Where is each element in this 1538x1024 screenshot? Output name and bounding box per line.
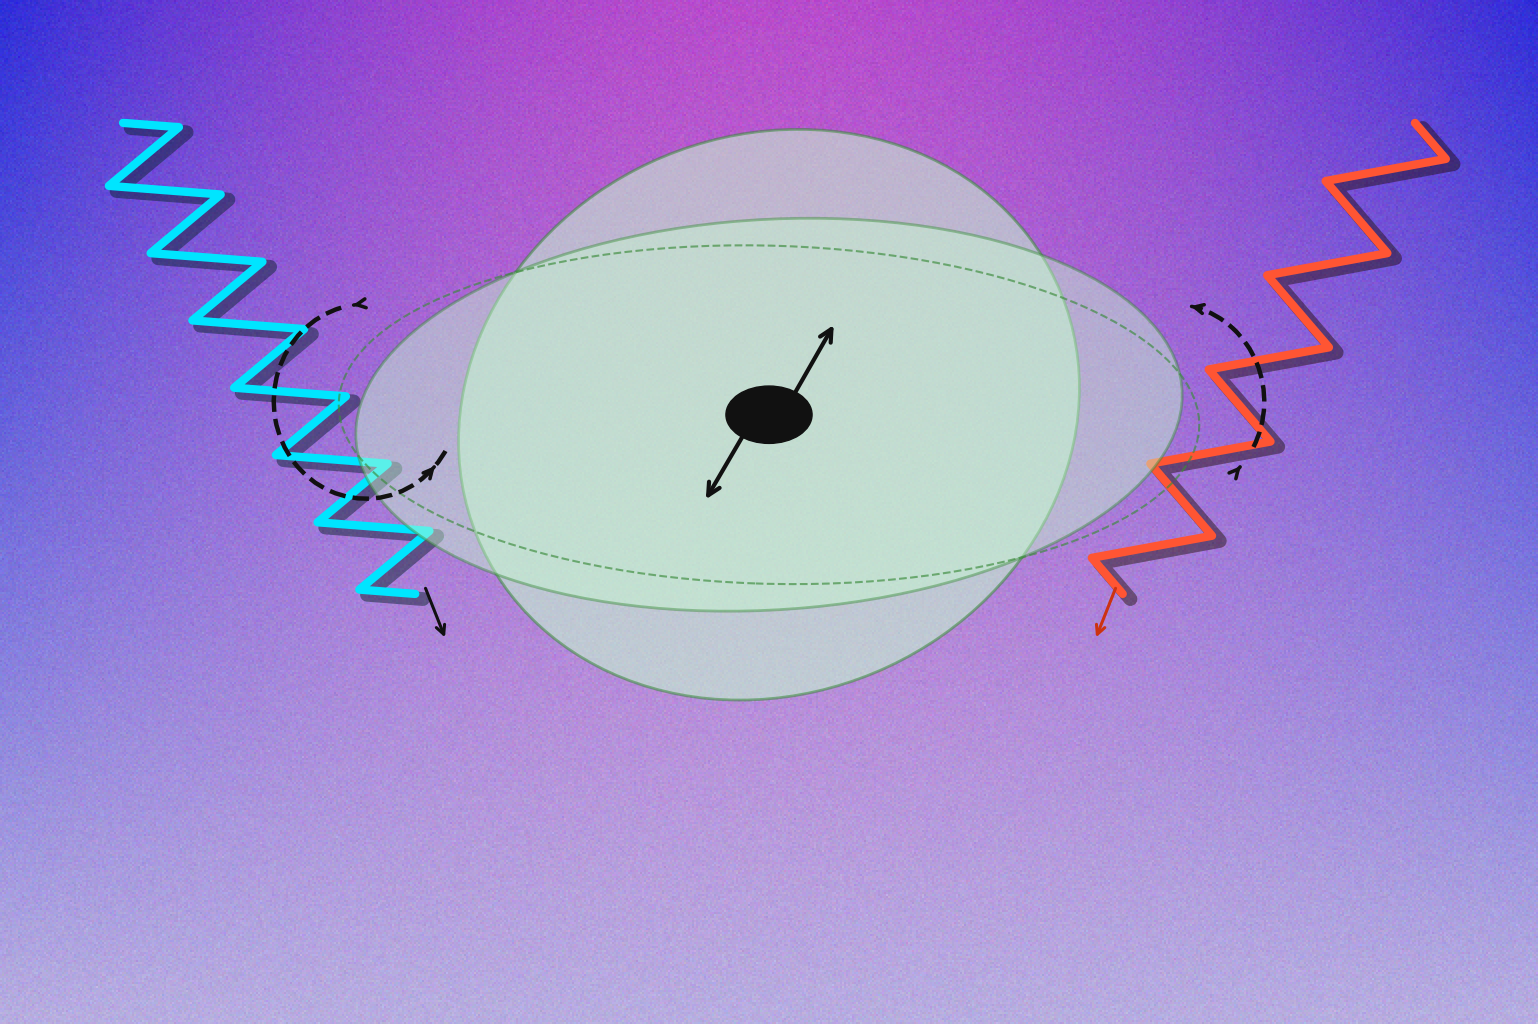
Ellipse shape: [458, 129, 1080, 700]
Circle shape: [726, 386, 812, 443]
Ellipse shape: [355, 218, 1183, 611]
